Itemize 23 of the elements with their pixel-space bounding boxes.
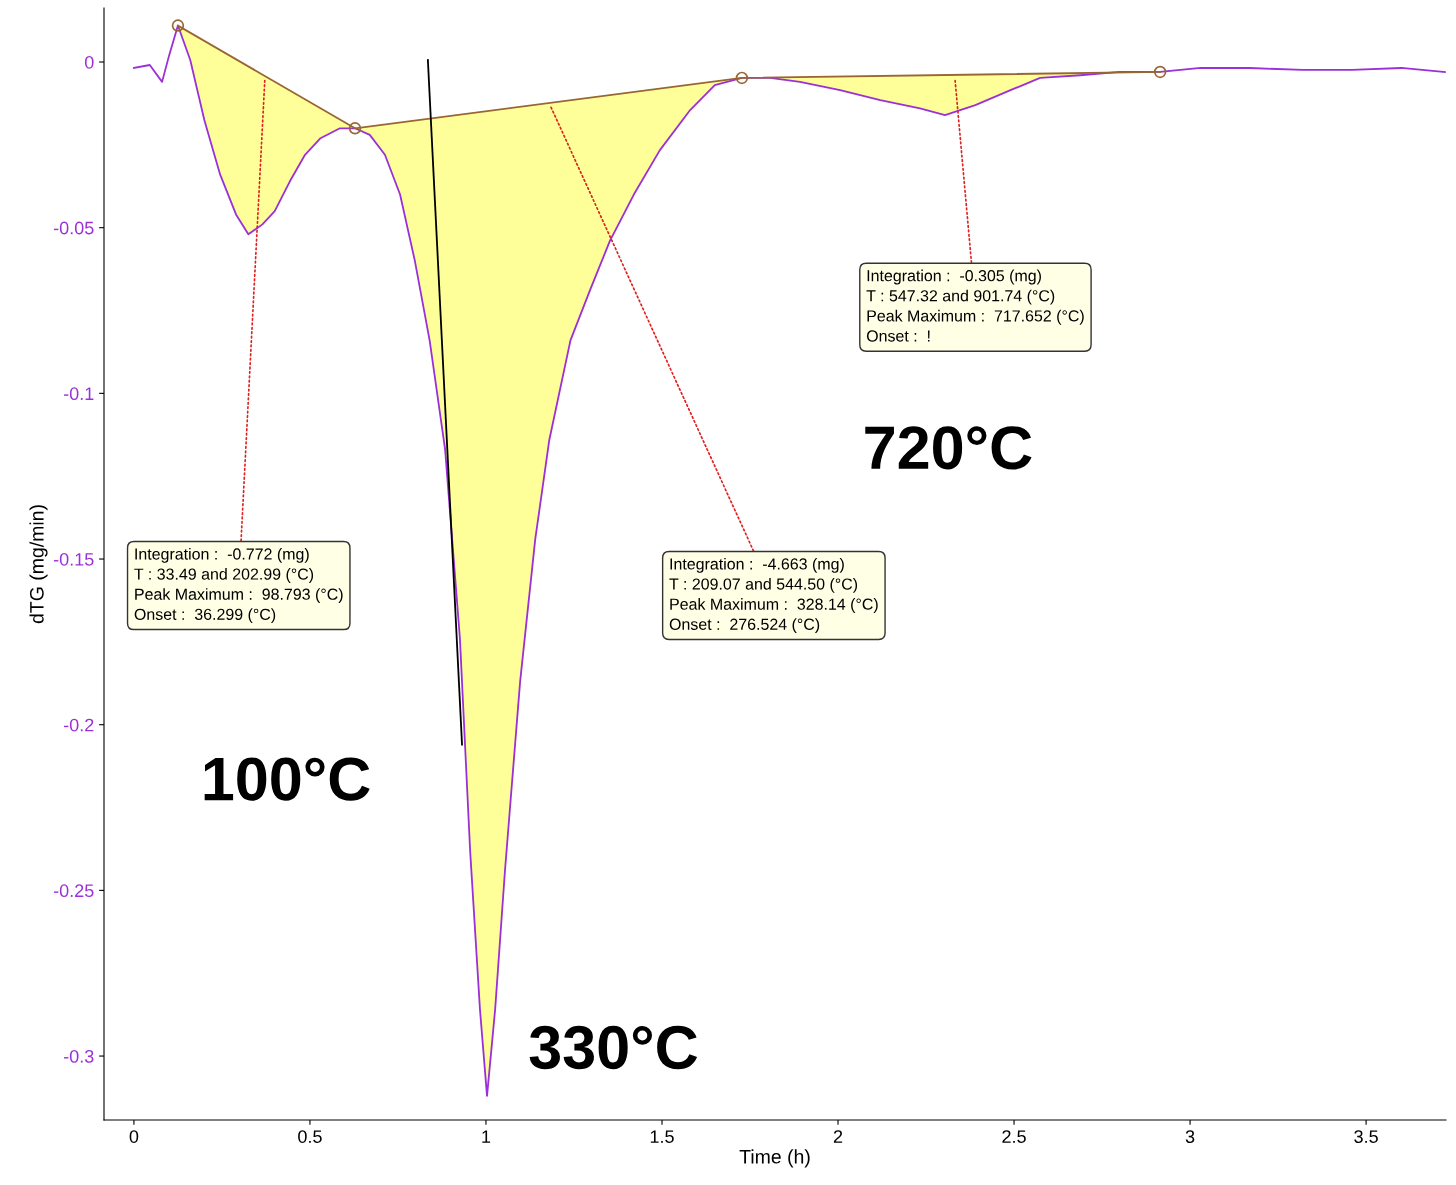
x-tick-label: 2.5 (1002, 1130, 1026, 1143)
x-axis-title: Time (h) (739, 1149, 810, 1168)
y-tick-label: 0 (84, 55, 94, 69)
y-tick-label: -0.3 (63, 1049, 94, 1063)
x-tick-label: 1 (482, 1130, 491, 1143)
annotation: 720°C (865, 426, 1032, 470)
annotation: Integration : -0.305 (mg) T : 547.32 and 901.74 (°C) Peak Maximum : 717.652 (°C) Onset : ! (866, 269, 1084, 342)
y-tick-label: -0.15 (53, 552, 94, 566)
annotation: Integration : -0.772 (mg) T : 33.49 and 202.99 (°C) Peak Maximum : 98.793 (°C) Onset : 36.299 (°C) (134, 547, 343, 624)
x-tick-label: 0.5 (298, 1130, 322, 1143)
x-tick-label: 3 (1185, 1130, 1195, 1143)
x-tick-label: 1.5 (650, 1130, 674, 1143)
x-tick-label: 0 (129, 1130, 139, 1143)
y-tick-label: -0.05 (53, 221, 94, 235)
x-tick-label: 3.5 (1354, 1130, 1378, 1143)
y-tick-label: -0.1 (63, 387, 94, 401)
annotation: Integration : -4.663 (mg) T : 209.07 and 544.50 (°C) Peak Maximum : 328.14 (°C) Onset : 276.524 (°C) (669, 557, 878, 634)
y-tick-label: -0.25 (53, 884, 94, 898)
annotation: 100°C (204, 757, 370, 801)
x-tick-label: 2 (833, 1130, 843, 1143)
annotation: 330°C (529, 1025, 698, 1070)
y-tick-label: -0.2 (63, 718, 94, 732)
y-axis-title: dTG (mg/min) (29, 505, 48, 624)
